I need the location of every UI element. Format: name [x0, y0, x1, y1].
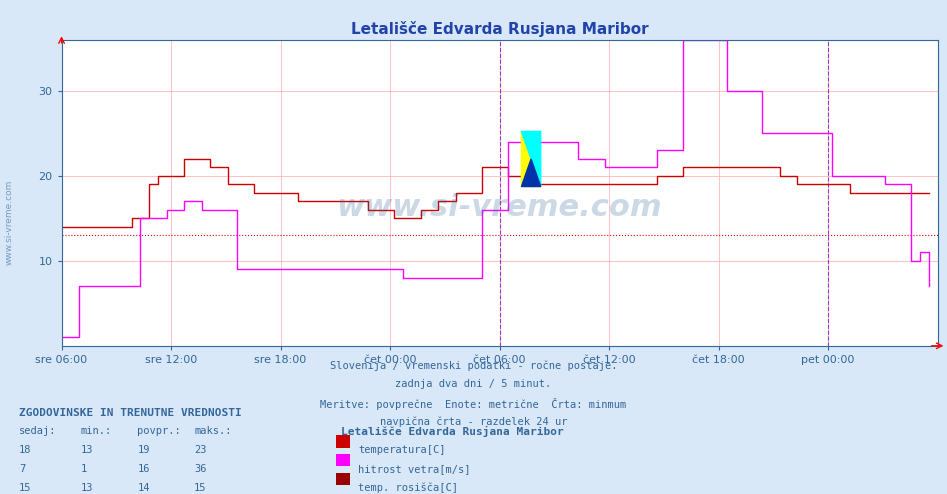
- Text: 36: 36: [194, 464, 206, 474]
- Text: www.si-vreme.com: www.si-vreme.com: [337, 194, 662, 222]
- Text: 23: 23: [194, 445, 206, 455]
- Text: 15: 15: [194, 483, 206, 493]
- Text: 14: 14: [137, 483, 150, 493]
- Text: temp. rosišča[C]: temp. rosišča[C]: [358, 483, 458, 493]
- Polygon shape: [522, 131, 541, 187]
- Text: ZGODOVINSKE IN TRENUTNE VREDNOSTI: ZGODOVINSKE IN TRENUTNE VREDNOSTI: [19, 408, 241, 417]
- Text: povpr.:: povpr.:: [137, 426, 181, 436]
- Text: sedaj:: sedaj:: [19, 426, 57, 436]
- Polygon shape: [522, 131, 541, 187]
- Text: 13: 13: [80, 483, 93, 493]
- Text: 13: 13: [80, 445, 93, 455]
- Text: Meritve: povprečne  Enote: metrične  Črta: minmum: Meritve: povprečne Enote: metrične Črta:…: [320, 398, 627, 410]
- Text: navpična črta - razdelek 24 ur: navpična črta - razdelek 24 ur: [380, 417, 567, 427]
- Text: maks.:: maks.:: [194, 426, 232, 436]
- Text: min.:: min.:: [80, 426, 112, 436]
- Text: 15: 15: [19, 483, 31, 493]
- Text: 18: 18: [19, 445, 31, 455]
- Title: Letališče Edvarda Rusjana Maribor: Letališče Edvarda Rusjana Maribor: [350, 21, 649, 37]
- Text: zadnja dva dni / 5 minut.: zadnja dva dni / 5 minut.: [396, 379, 551, 389]
- Text: 19: 19: [137, 445, 150, 455]
- Text: 1: 1: [80, 464, 87, 474]
- Text: 16: 16: [137, 464, 150, 474]
- Text: www.si-vreme.com: www.si-vreme.com: [5, 180, 14, 265]
- Text: temperatura[C]: temperatura[C]: [358, 445, 445, 455]
- Text: Slovenija / vremenski podatki - ročne postaje.: Slovenija / vremenski podatki - ročne po…: [330, 361, 617, 371]
- Polygon shape: [522, 159, 541, 187]
- Text: 7: 7: [19, 464, 26, 474]
- Text: Letališče Edvarda Rusjana Maribor: Letališče Edvarda Rusjana Maribor: [341, 426, 563, 437]
- Text: hitrost vetra[m/s]: hitrost vetra[m/s]: [358, 464, 471, 474]
